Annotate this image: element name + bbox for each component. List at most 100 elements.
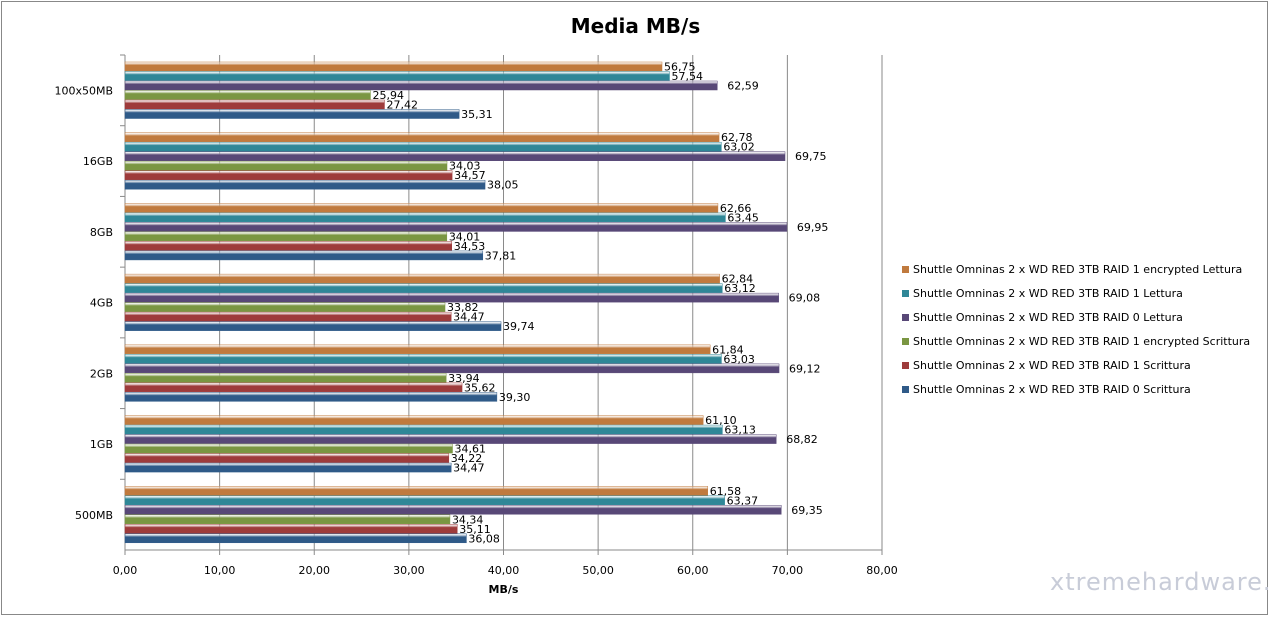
data-label: 61,58 [710, 485, 742, 498]
x-tick-label: 70,00 [772, 564, 804, 577]
data-label: 63,02 [723, 141, 755, 154]
data-label: 63,13 [724, 424, 756, 437]
category-label: 8GB [90, 226, 113, 239]
bar [124, 141, 722, 152]
chart-title: Media MB/s [570, 14, 701, 38]
x-tick-label: 40,00 [488, 564, 520, 577]
legend-label: Shuttle Omninas 2 x WD RED 3TB RAID 0 Sc… [913, 383, 1191, 396]
category-label: 4GB [90, 297, 113, 310]
data-label: 69,08 [789, 292, 821, 305]
data-label: 25,94 [372, 89, 404, 102]
bar [124, 424, 723, 435]
data-label: 68,82 [786, 433, 818, 446]
bar [124, 486, 708, 496]
legend-label: Shuttle Omninas 2 x WD RED 3TB RAID 1 en… [913, 263, 1242, 276]
bar [124, 321, 502, 331]
category-label: 100x50MB [54, 85, 113, 98]
data-label: 63,03 [723, 353, 755, 366]
legend-swatch [902, 362, 909, 369]
bar [124, 61, 663, 72]
data-label: 61,84 [712, 343, 744, 356]
bar [124, 170, 453, 180]
bar [124, 203, 719, 213]
data-label: 63,37 [727, 494, 759, 507]
data-label: 34,61 [454, 443, 486, 456]
data-label: 62,66 [720, 202, 752, 215]
data-label: 37,81 [485, 249, 516, 262]
category-label: 2GB [90, 367, 113, 380]
bar [124, 71, 670, 81]
watermark-logo: xtremehardware.com [1050, 568, 1271, 596]
bar [124, 109, 460, 119]
legend-swatch [902, 338, 909, 345]
data-label: 56,75 [664, 61, 696, 74]
legend-label: Shuttle Omninas 2 x WD RED 3TB RAID 1 en… [913, 335, 1250, 348]
data-label: 39,74 [503, 320, 535, 333]
data-label: 69,12 [789, 362, 821, 375]
bar [124, 250, 484, 261]
bar [124, 462, 452, 473]
data-label: 34,34 [452, 513, 484, 526]
x-axis-title: MB/s [489, 583, 519, 596]
data-label: 34,47 [453, 462, 485, 475]
data-label: 34,57 [454, 169, 486, 182]
x-tick-label: 10,00 [204, 564, 236, 577]
bar [124, 533, 467, 544]
bar [124, 382, 463, 393]
data-label: 36,08 [468, 532, 500, 545]
x-tick-label: 30,00 [393, 564, 425, 577]
data-label: 33,82 [447, 301, 479, 314]
bar [124, 392, 498, 402]
data-label: 62,84 [722, 273, 754, 286]
bar [124, 212, 726, 223]
data-label: 62,78 [721, 131, 753, 144]
data-label: 34,22 [451, 452, 483, 465]
bar [124, 363, 780, 374]
bar [124, 514, 451, 525]
x-tick-label: 50,00 [582, 564, 614, 577]
bar [124, 222, 788, 232]
data-label: 63,45 [727, 211, 759, 224]
data-label: 57,54 [671, 70, 703, 83]
data-label: 62,59 [727, 80, 759, 93]
bar [124, 273, 720, 284]
data-label: 35,62 [464, 381, 496, 394]
bar [124, 241, 452, 251]
data-label: 39,30 [499, 391, 530, 404]
bar [124, 311, 452, 322]
category-label: 1GB [90, 438, 113, 451]
legend-swatch [902, 386, 909, 393]
x-tick-label: 60,00 [677, 564, 709, 577]
data-label: 35,11 [459, 523, 491, 536]
data-label: 69,75 [795, 150, 827, 163]
x-tick-label: 20,00 [299, 564, 331, 577]
bar [124, 132, 720, 142]
data-label: 34,03 [449, 160, 481, 173]
bar [124, 160, 448, 171]
bar [124, 443, 453, 454]
bar [124, 302, 446, 312]
data-label: 69,35 [791, 504, 823, 517]
data-label: 33,94 [448, 372, 480, 385]
bar [124, 90, 371, 100]
legend-swatch [902, 266, 909, 273]
bar [124, 415, 704, 425]
bar [124, 453, 450, 463]
bar [124, 354, 722, 364]
bar [124, 80, 718, 91]
legend-label: Shuttle Omninas 2 x WD RED 3TB RAID 0 Le… [913, 311, 1183, 324]
data-label: 69,95 [797, 221, 829, 234]
bar [124, 292, 779, 303]
bar [124, 99, 385, 110]
x-tick-label: 80,00 [866, 564, 898, 577]
bar [124, 344, 711, 355]
data-label: 35,31 [461, 108, 493, 121]
bar [124, 434, 777, 444]
x-tick-label: 0,00 [113, 564, 138, 577]
legend-swatch [902, 290, 909, 297]
data-label: 34,01 [449, 230, 481, 243]
bar [124, 283, 723, 293]
